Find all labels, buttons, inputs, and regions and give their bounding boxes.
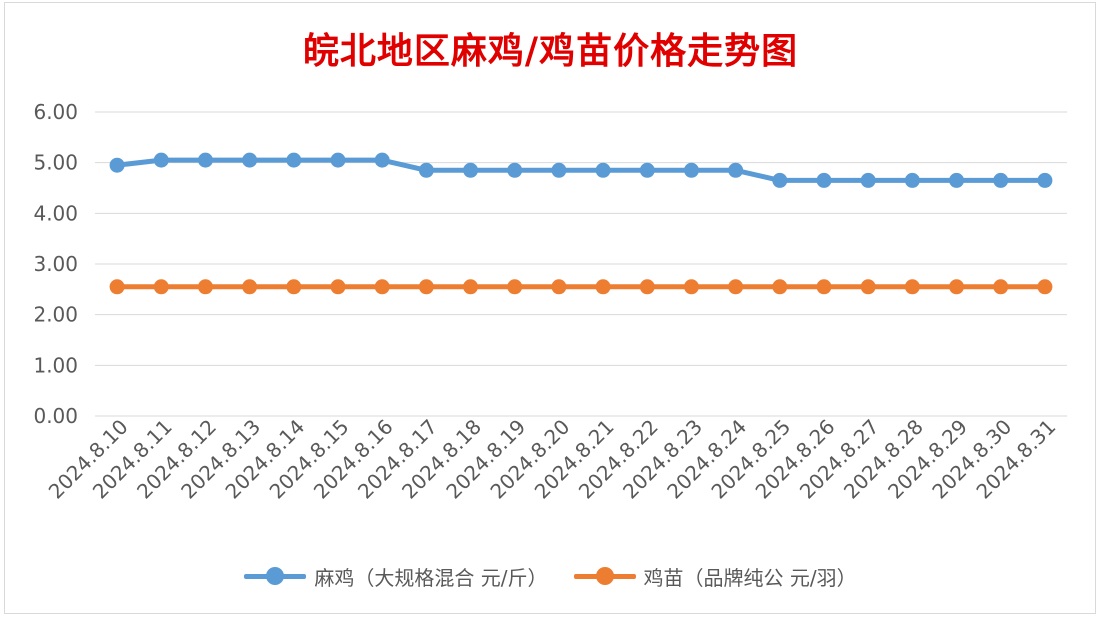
data-point-0 <box>551 162 567 178</box>
legend-item-chick[interactable]: 鸡苗（品牌纯公 元/羽） <box>573 562 857 591</box>
y-tick-label: 6.00 <box>33 100 78 124</box>
data-point-0 <box>595 162 611 178</box>
data-point-0 <box>153 152 169 168</box>
data-point-1 <box>242 279 258 295</box>
data-point-0 <box>683 162 699 178</box>
data-point-1 <box>286 279 302 295</box>
data-point-1 <box>330 279 346 295</box>
y-tick-label: 5.00 <box>33 151 78 175</box>
data-point-1 <box>949 279 965 295</box>
chart-title: 皖北地区麻鸡/鸡苗价格走势图 <box>302 30 799 72</box>
data-point-1 <box>860 279 876 295</box>
data-point-1 <box>683 279 699 295</box>
data-point-0 <box>418 162 434 178</box>
y-tick-label: 2.00 <box>33 303 78 327</box>
data-point-0 <box>904 172 920 188</box>
data-point-0 <box>1037 172 1053 188</box>
data-point-0 <box>728 162 744 178</box>
data-point-0 <box>109 157 125 173</box>
legend-swatch-chick <box>573 567 636 585</box>
chart-frame <box>4 2 1096 614</box>
y-tick-label: 0.00 <box>33 404 78 428</box>
legend-swatch-machicken <box>244 567 307 585</box>
data-point-1 <box>418 279 434 295</box>
series-line-0 <box>114 157 1048 183</box>
y-tick-label: 4.00 <box>33 201 78 225</box>
y-tick-label: 1.00 <box>33 353 78 377</box>
data-point-1 <box>153 279 169 295</box>
y-tick-label: 3.00 <box>33 252 78 276</box>
data-point-0 <box>374 152 390 168</box>
data-point-0 <box>507 162 523 178</box>
data-point-1 <box>197 279 213 295</box>
data-point-0 <box>242 152 258 168</box>
data-point-0 <box>993 172 1009 188</box>
legend-item-machicken[interactable]: 麻鸡（大规格混合 元/斤） <box>244 562 548 591</box>
data-point-1 <box>728 279 744 295</box>
data-point-1 <box>595 279 611 295</box>
data-point-1 <box>993 279 1009 295</box>
data-point-0 <box>639 162 655 178</box>
data-point-0 <box>860 172 876 188</box>
data-point-1 <box>507 279 523 295</box>
data-point-0 <box>286 152 302 168</box>
data-point-1 <box>1037 279 1053 295</box>
data-point-0 <box>949 172 965 188</box>
legend-label-machicken: 麻鸡（大规格混合 元/斤） <box>314 565 548 590</box>
data-point-1 <box>772 279 788 295</box>
data-point-1 <box>639 279 655 295</box>
legend-label-chick: 鸡苗（品牌纯公 元/羽） <box>643 565 857 590</box>
data-point-1 <box>374 279 390 295</box>
data-point-0 <box>772 172 788 188</box>
data-point-0 <box>330 152 346 168</box>
data-point-0 <box>197 152 213 168</box>
data-point-1 <box>109 279 125 295</box>
data-point-1 <box>904 279 920 295</box>
legend: 麻鸡（大规格混合 元/斤） 鸡苗（品牌纯公 元/羽） <box>0 560 1101 592</box>
data-point-1 <box>463 279 479 295</box>
data-point-0 <box>816 172 832 188</box>
data-point-1 <box>816 279 832 295</box>
data-point-1 <box>551 279 567 295</box>
data-point-0 <box>463 162 479 178</box>
